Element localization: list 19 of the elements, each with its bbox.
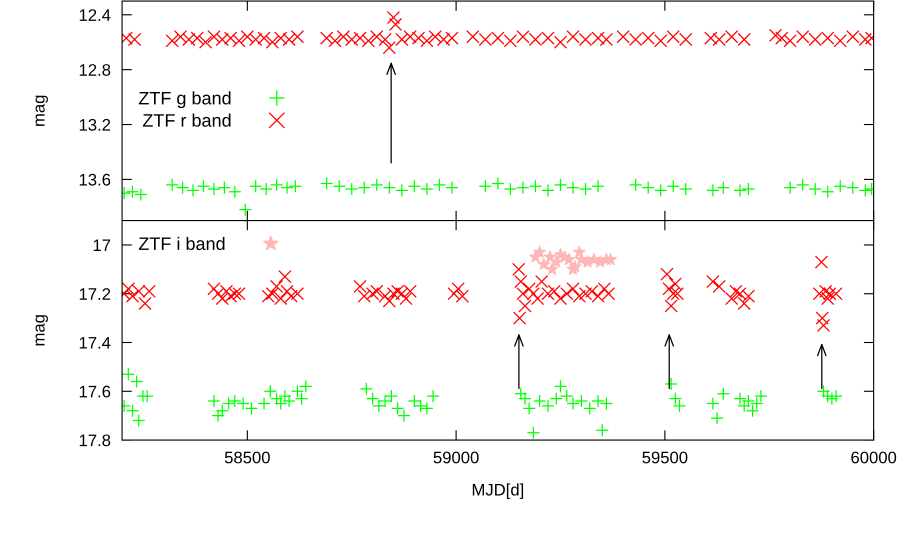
x-tick-label: 60000	[851, 452, 896, 464]
x-tick-label: 58500	[224, 452, 270, 464]
x-axis-title: MJD[d]	[472, 483, 524, 499]
legend-label: ZTF r band	[142, 114, 230, 127]
y-tick-label: 12.4	[80, 9, 110, 21]
y-axis-title: mag	[36, 315, 48, 346]
y-tick-label: 17	[94, 240, 110, 251]
y-axis-title: mag	[36, 96, 48, 126]
x-tick-label: 59500	[642, 452, 688, 464]
legend-label: ZTF i band	[138, 236, 224, 250]
y-tick-label: 12.8	[80, 64, 110, 76]
y-tick-label: 13.2	[80, 118, 110, 131]
y-tick-label: 17.4	[80, 337, 110, 349]
y-tick-label: 17.6	[80, 386, 110, 398]
y-tick-label: 17.8	[80, 434, 110, 446]
legend-label: ZTF g band	[138, 91, 230, 108]
y-tick-label: 17.2	[80, 288, 110, 300]
y-tick-label: 13.6	[80, 174, 110, 186]
x-tick-label: 59000	[434, 452, 479, 464]
